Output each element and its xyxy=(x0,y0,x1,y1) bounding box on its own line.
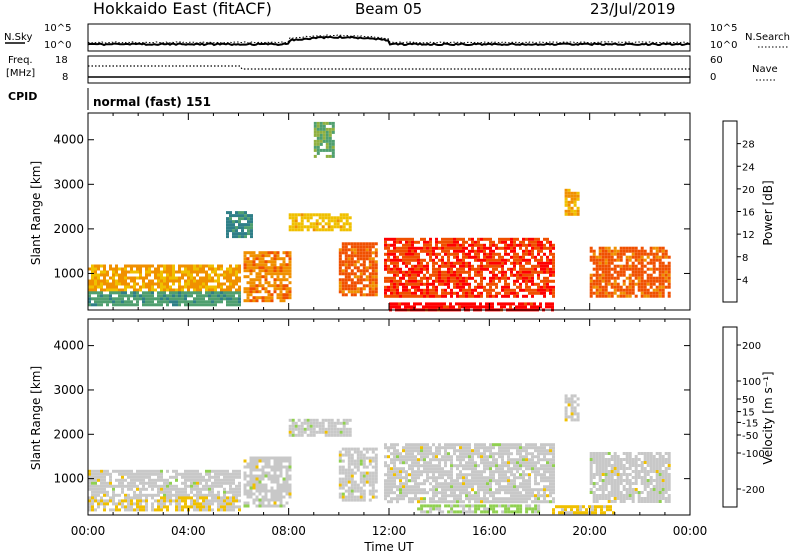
nave-tick-bottom: 0 xyxy=(710,72,716,83)
x-axis-tick-labels: 00:00 04:00 08:00 12:00 16:00 20:00 00:00 xyxy=(71,524,708,538)
velocity-data-layer xyxy=(88,394,671,515)
velocity-colorbar-tick-label: 200 xyxy=(742,341,761,352)
noise-right-label: N.Search xyxy=(745,32,790,43)
power-ylabel: Slant Range [km] xyxy=(29,161,43,265)
power-region-5 xyxy=(313,121,335,158)
beam-title: Beam 05 xyxy=(355,0,422,18)
power-region-7 xyxy=(384,237,555,298)
velocity-colorbar-tick-label: -100 xyxy=(742,449,765,460)
cpid-mode: normal (fast) 151 xyxy=(93,95,211,109)
velocity-colorbar-label: Velocity [m s⁻¹] xyxy=(761,371,775,464)
velocity-ytick-label: 4000 xyxy=(53,339,84,353)
power-region-2 xyxy=(243,251,292,303)
velocity-colorbar-tick-label: 100 xyxy=(742,377,761,388)
noise-left-tick-top: 10^5 xyxy=(44,23,71,34)
power-data-layer xyxy=(88,121,671,312)
power-ytick-label: 2000 xyxy=(53,222,84,236)
power-colorbar-tick-label: 16 xyxy=(742,208,755,219)
velocity-region-3 xyxy=(288,418,352,437)
power-colorbar-label: Power [dB] xyxy=(761,180,775,245)
velocity-colorbar-tick-label: -15 xyxy=(742,418,758,429)
noise-left-tick-bottom: 10^0 xyxy=(44,40,71,51)
velocity-region-2 xyxy=(243,456,292,508)
power-colorbar-frame xyxy=(722,120,738,303)
x-tick-label: 00:00 xyxy=(71,524,106,538)
velocity-region-6 xyxy=(417,504,541,514)
velocity-ytick-label: 3000 xyxy=(53,383,84,397)
power-ytick-label: 4000 xyxy=(53,133,84,147)
velocity-region-5 xyxy=(384,443,555,504)
velocity-colorbar-frame xyxy=(722,326,738,508)
power-colorbar-tick-label: 8 xyxy=(742,253,748,264)
x-tick-label: 04:00 xyxy=(171,524,206,538)
velocity-colorbar: 200 100 50 15-15 -50 -100 -200 xyxy=(722,326,765,508)
power-colorbar-tick-label: 4 xyxy=(742,275,748,286)
noise-left-label: N.Sky xyxy=(4,32,32,43)
power-region-1 xyxy=(88,291,241,307)
velocity-panel: 4000 3000 2000 1000 Slant Range [km] 200 100… xyxy=(29,318,775,516)
velocity-colorbar-tick-label: -50 xyxy=(742,431,758,442)
power-colorbar: 28 24 20 16 12 8 4 xyxy=(722,120,755,303)
velocity-region-4 xyxy=(338,447,378,502)
power-region-3 xyxy=(288,213,352,232)
power-colorbar-tick-label: 28 xyxy=(742,140,755,151)
freq-tick-bottom: 8 xyxy=(62,72,68,83)
cpid-label: CPID xyxy=(8,90,37,103)
freq-panel: Freq. [MHz] 18 8 60 0 Nave xyxy=(6,55,778,84)
x-tick-label: 20:00 xyxy=(572,524,607,538)
velocity-region-7 xyxy=(564,394,580,422)
velocity-region-0 xyxy=(88,469,241,497)
power-ytick-label: 3000 xyxy=(53,177,84,191)
velocity-colorbar-tick-label: -200 xyxy=(742,485,765,496)
nave-label: Nave xyxy=(752,64,778,75)
nave-trace xyxy=(88,65,690,70)
x-tick-label: 08:00 xyxy=(271,524,306,538)
velocity-region-8 xyxy=(552,505,615,515)
velocity-region-9 xyxy=(589,452,671,503)
freq-label-line2: [MHz] xyxy=(6,68,35,79)
power-colorbar-tick-label: 12 xyxy=(742,230,755,241)
station-title: Hokkaido East (fitACF) xyxy=(93,0,272,18)
velocity-region-1 xyxy=(88,496,241,512)
cpid-panel: CPID normal (fast) 151 xyxy=(8,88,211,110)
power-region-6 xyxy=(338,242,378,297)
power-region-9 xyxy=(564,188,580,216)
power-region-4 xyxy=(226,211,253,239)
power-colorbar-tick-label: 20 xyxy=(742,185,755,196)
power-panel: 4000 3000 2000 1000 Slant Range [km] 28 24 20… xyxy=(29,112,775,312)
nave-tick-top: 60 xyxy=(710,55,723,66)
freq-tick-top: 18 xyxy=(55,55,68,66)
velocity-ylabel: Slant Range [km] xyxy=(29,366,43,470)
freq-label-line1: Freq. xyxy=(8,55,33,66)
velocity-ytick-label: 2000 xyxy=(53,427,84,441)
velocity-colorbar-tick-label: 50 xyxy=(742,395,755,406)
x-tick-label: 12:00 xyxy=(372,524,407,538)
power-colorbar-tick-label: 24 xyxy=(742,162,755,173)
x-tick-label: 16:00 xyxy=(472,524,507,538)
power-region-0 xyxy=(88,264,241,292)
noise-sky-trace xyxy=(87,35,691,47)
noise-right-tick-top: 10^5 xyxy=(710,23,737,34)
noise-panel: N.Sky 10^5 10^0 10^5 10^0 N.Search xyxy=(4,23,790,52)
power-ytick-label: 1000 xyxy=(53,266,84,280)
velocity-colorbar-tick-label: 15 xyxy=(742,408,755,419)
noise-right-tick-bottom: 10^0 xyxy=(710,40,737,51)
date-title: 23/Jul/2019 xyxy=(590,0,675,18)
velocity-ytick-label: 1000 xyxy=(53,472,84,486)
x-axis-label: Time UT xyxy=(363,540,414,554)
power-region-10 xyxy=(589,246,671,298)
x-tick-label: 00:00 xyxy=(673,524,708,538)
